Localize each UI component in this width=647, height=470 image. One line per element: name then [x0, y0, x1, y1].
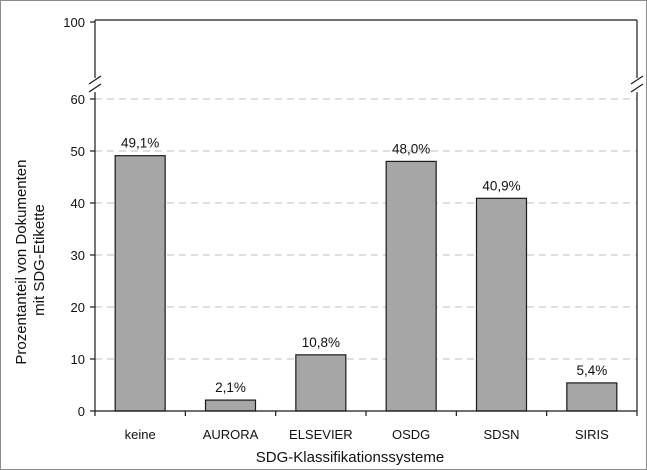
bar-elsevier — [295, 354, 347, 412]
bar-siris — [566, 382, 618, 412]
x-tick-label-siris: SIRIS — [575, 427, 609, 442]
x-tick-label-sdsn: SDSN — [483, 427, 519, 442]
left-break-mark-2 — [88, 75, 102, 85]
left-break-mark-1 — [88, 83, 102, 93]
y-tick-label-10: 10 — [71, 352, 85, 367]
y-tick-label-50: 50 — [71, 144, 85, 159]
data-label-aurora: 2,1% — [215, 380, 246, 395]
data-label-osdg: 48,0% — [392, 141, 430, 156]
x-tick-label-aurora: AURORA — [203, 427, 259, 442]
x-tick-label-osdg: OSDG — [392, 427, 430, 442]
bar-keine — [114, 155, 166, 412]
data-label-keine: 49,1% — [121, 136, 159, 151]
y-tick-label-100: 100 — [63, 15, 85, 30]
y-tick-label-30: 30 — [71, 248, 85, 263]
right-break-mark-1 — [630, 83, 644, 93]
x-tick-label-keine: keine — [125, 427, 156, 442]
x-tick-label-elsevier: ELSEVIER — [289, 427, 353, 442]
data-label-elsevier: 10,8% — [302, 335, 340, 350]
bar-osdg — [385, 160, 437, 412]
data-label-sdsn: 40,9% — [482, 178, 520, 193]
y-tick-label-40: 40 — [71, 196, 85, 211]
bar-sdsn — [475, 197, 528, 412]
x-axis-title: SDG-Klassifikationssysteme — [256, 449, 444, 466]
bar-aurora — [204, 399, 257, 412]
y-tick-label-20: 20 — [71, 300, 85, 315]
bars — [114, 155, 618, 412]
y-axis-title-line-2: mit SDG-Etikette — [31, 204, 48, 316]
data-label-siris: 5,4% — [576, 363, 607, 378]
right-break-mark-2 — [630, 75, 644, 85]
y-tick-labels: 0 10 20 30 40 50 60 100 — [63, 15, 85, 419]
data-labels: 49,1% 2,1% 10,8% 48,0% 40,9% 5,4% — [121, 136, 607, 395]
y-axis-title: Prozentanteil von Dokumenten mit SDG-Eti… — [13, 155, 48, 364]
x-tick-labels: keine AURORA ELSEVIER OSDG SDSN SIRIS — [125, 427, 610, 442]
gridlines — [95, 98, 637, 360]
y-tick-label-60: 60 — [71, 92, 85, 107]
y-tick-label-0: 0 — [78, 404, 85, 419]
y-axis-title-line-1: Prozentanteil von Dokumenten — [13, 160, 30, 365]
axes — [88, 19, 644, 416]
